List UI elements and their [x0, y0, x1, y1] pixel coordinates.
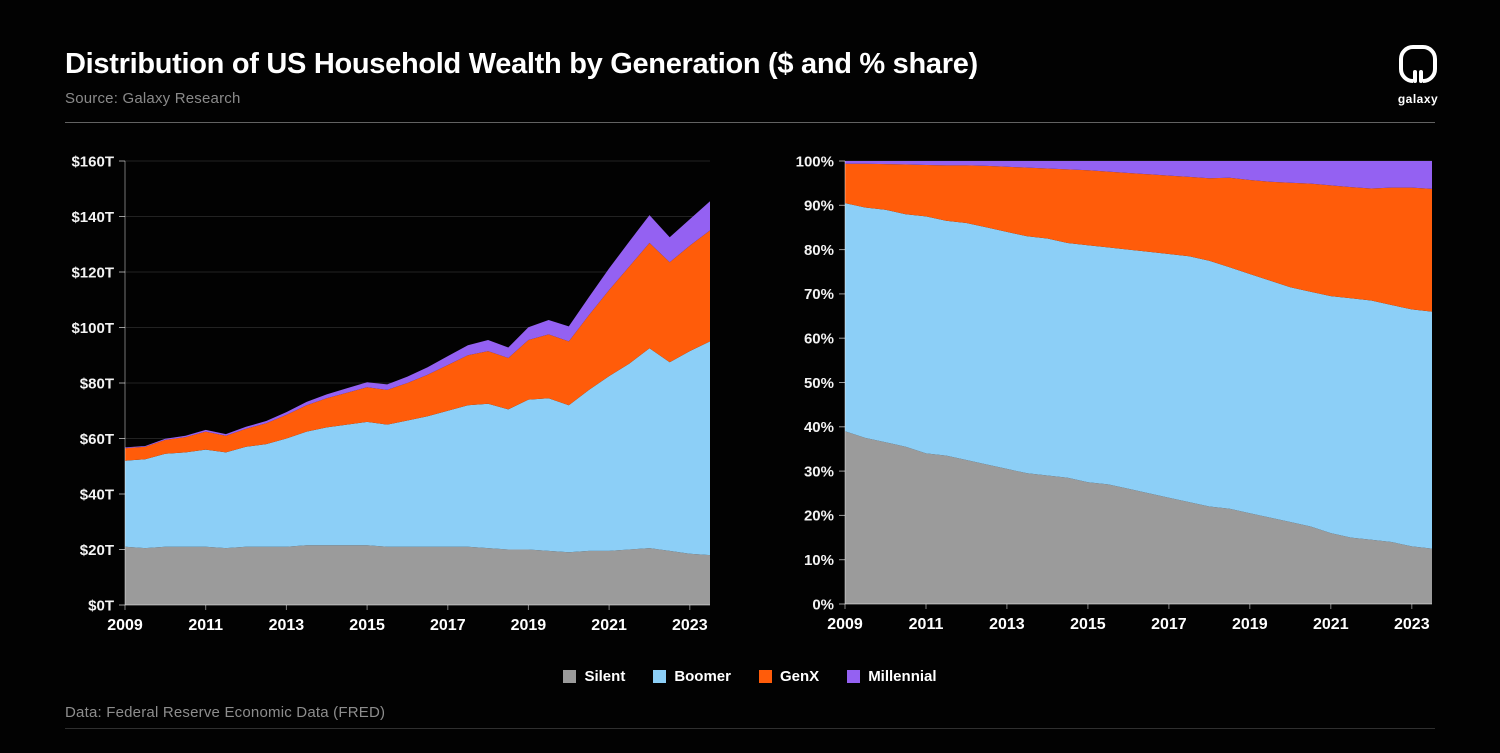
- area-band-silent: [845, 431, 1432, 604]
- legend-label: Boomer: [674, 668, 731, 685]
- y-tick-label: 0%: [812, 596, 834, 613]
- y-tick-label: $40T: [80, 486, 114, 503]
- y-tick-label: 50%: [804, 375, 834, 392]
- legend-swatch-genx: [759, 670, 772, 683]
- area-band-boomer: [845, 203, 1432, 549]
- x-tick-label: 2023: [672, 617, 708, 634]
- area-band-silent: [125, 545, 710, 605]
- y-tick-label: 100%: [796, 153, 834, 170]
- x-tick-label: 2011: [188, 617, 223, 634]
- x-tick-label: 2015: [1070, 616, 1106, 633]
- x-tick-label: 2023: [1394, 616, 1430, 633]
- x-tick-label: 2019: [511, 617, 547, 634]
- legend-swatch-boomer: [653, 670, 667, 683]
- chart-absolute-wealth: $0T $20T $40T $60T $80T $100T $120T $140T $160T 2…: [65, 140, 725, 640]
- y-tick-label: $0T: [88, 597, 114, 614]
- legend-item-boomer: Boomer: [653, 668, 731, 685]
- area-band-genx: [845, 163, 1432, 312]
- legend-label: Millennial: [868, 668, 937, 685]
- y-tick-label: 30%: [804, 463, 834, 480]
- area-band-boomer: [125, 341, 710, 556]
- y-tick-label: $160T: [71, 153, 114, 170]
- chart-percent-share: 0% 10% 20% 30% 40% 50% 60% 70% 80% 90% 100% 2009 201…: [780, 140, 1445, 640]
- y-tick-label: 80%: [804, 242, 834, 259]
- x-tick-label: 2011: [909, 616, 944, 633]
- chart-percent-share-svg: 0% 10% 20% 30% 40% 50% 60% 70% 80% 90% 100% 2009 201…: [796, 153, 1432, 633]
- x-tick-label: 2009: [827, 616, 863, 633]
- source-label: Source: Galaxy Research: [65, 90, 241, 107]
- y-tick-label: $140T: [71, 209, 114, 226]
- area-band-millennial: [845, 161, 1432, 189]
- galaxy-logo-icon: [1399, 45, 1437, 83]
- x-tick-label: 2009: [107, 617, 143, 634]
- x-tick-label: 2013: [989, 616, 1025, 633]
- y-tick-label: 90%: [804, 198, 834, 215]
- y-tick-label: 40%: [804, 419, 834, 436]
- legend-item-silent: Silent: [563, 668, 625, 685]
- legend-label: GenX: [780, 668, 820, 685]
- y-tick-label: $80T: [80, 375, 114, 392]
- y-tick-label: 60%: [804, 330, 834, 347]
- x-tick-label: 2015: [349, 617, 385, 634]
- galaxy-logo: galaxy: [1390, 44, 1446, 106]
- x-tick-label: 2017: [1151, 616, 1187, 633]
- header-divider: [65, 122, 1435, 123]
- legend-swatch-millennial: [847, 670, 861, 683]
- y-tick-label: 20%: [804, 508, 834, 525]
- y-tick-label: $120T: [71, 264, 114, 281]
- x-tick-label: 2021: [1313, 616, 1349, 633]
- y-tick-label: $20T: [80, 542, 114, 559]
- chart-absolute-wealth-svg: $0T $20T $40T $60T $80T $100T $120T $140T $160T 2…: [71, 153, 710, 634]
- legend-swatch-silent: [563, 670, 577, 683]
- x-tick-label: 2013: [269, 617, 305, 634]
- area-band-genx: [125, 230, 710, 461]
- x-tick-label: 2019: [1232, 616, 1268, 633]
- x-tick-label: 2021: [591, 617, 627, 634]
- brand-text: galaxy: [1397, 92, 1439, 106]
- y-tick-label: $60T: [80, 431, 114, 448]
- x-tick-label: 2017: [430, 617, 466, 634]
- footer-divider: [65, 728, 1435, 729]
- legend-item-genx: GenX: [759, 668, 819, 685]
- legend-item-millennial: Millennial: [847, 668, 937, 685]
- legend-label: Silent: [584, 668, 626, 685]
- y-tick-label: $100T: [71, 320, 114, 337]
- y-tick-label: 70%: [804, 286, 834, 303]
- data-source-note: Data: Federal Reserve Economic Data (FRE…: [65, 704, 386, 721]
- legend: Silent Boomer GenX Millennial: [0, 668, 1500, 685]
- y-tick-label: 10%: [804, 552, 834, 569]
- area-band-millennial: [125, 201, 710, 449]
- page-title: Distribution of US Household Wealth by G…: [65, 48, 978, 80]
